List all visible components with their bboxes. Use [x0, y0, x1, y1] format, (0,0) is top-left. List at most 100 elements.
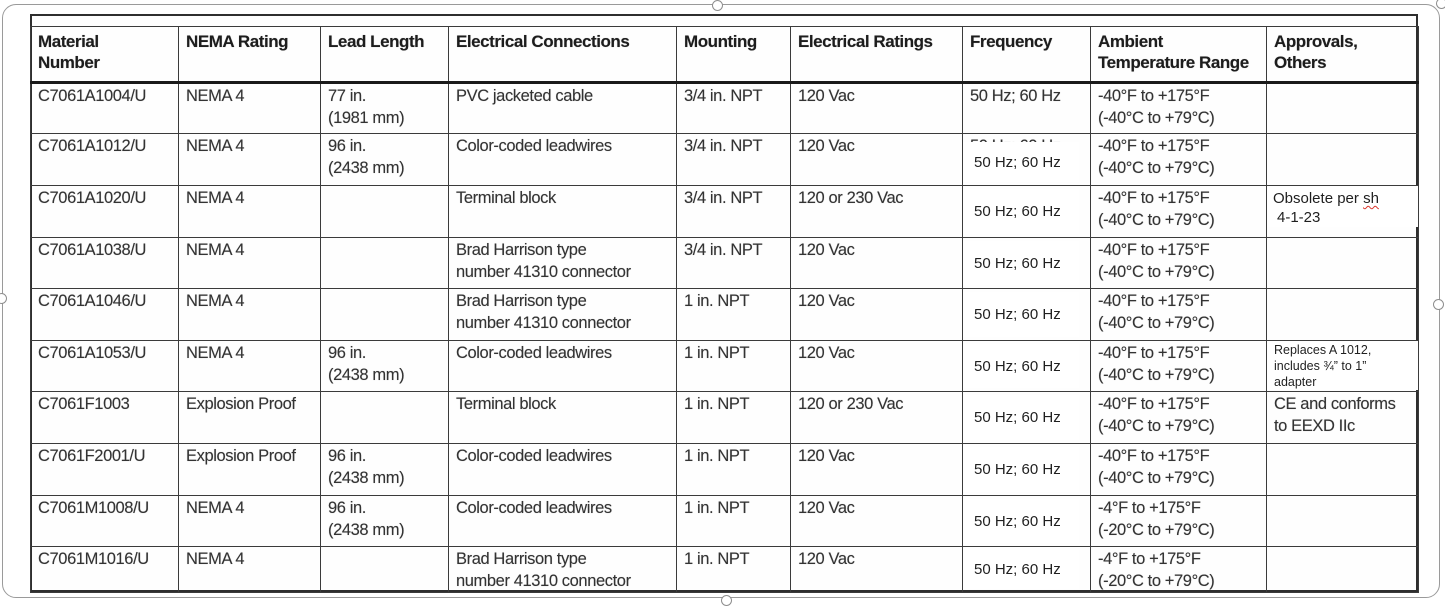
cell-frequency: 50 Hz; 60 Hz	[962, 185, 1091, 238]
cell-electrical-connections: Color-coded leadwires	[448, 133, 677, 186]
cell-ambient-temperature-range: -40°F to +175°F (-40°C to +79°C)	[1090, 82, 1267, 134]
cell-ambient-temperature-range: -4°F to +175°F (-20°C to +79°C)	[1090, 546, 1267, 593]
cell-mounting: 3/4 in. NPT	[676, 133, 791, 186]
cell-material-number: C7061A1038/U	[30, 237, 179, 289]
resize-handle-left-icon[interactable]	[0, 293, 7, 304]
cell-mounting: 1 in. NPT	[676, 340, 791, 392]
approvals-annotation[interactable]: Replaces A 1012, includes ¾” to 1” adapter	[1267, 341, 1418, 390]
annotation-line: includes ¾” to 1”	[1274, 358, 1418, 374]
cell-line: 96 in.	[328, 137, 366, 155]
cell-line: Color-coded leadwires	[456, 137, 612, 155]
cell-ambient-temperature-range: -40°F to +175°F (-40°C to +79°C)	[1090, 133, 1267, 186]
cell-line: Brad Harrison type	[456, 292, 587, 310]
annotation-text: 4-1-23	[1277, 209, 1321, 226]
col-header-label: Material	[38, 32, 99, 51]
resize-handle-top-right-icon[interactable]	[1436, 0, 1445, 9]
cell-electrical-connections: Terminal block	[448, 185, 677, 238]
cell-line: number 41310 connector	[456, 571, 631, 590]
cell-line: -4°F to +175°F	[1098, 499, 1201, 517]
frequency-patch-overlay[interactable]: 50 Hz; 60 Hz	[963, 241, 1079, 285]
cell-mounting: 1 in. NPT	[676, 391, 791, 444]
nema-rating: NEMA 4	[186, 189, 245, 207]
col-header: Ambient Temperature Range	[1090, 26, 1267, 84]
cell-electrical-connections: Brad Harrison type number 41310 connector	[448, 546, 677, 593]
col-header: NEMA Rating	[178, 26, 321, 84]
cell-line: -40°F to +175°F	[1098, 292, 1210, 310]
frequency-patch-overlay[interactable]: 50 Hz; 60 Hz	[963, 292, 1079, 337]
frequency-patch-overlay[interactable]: 50 Hz; 60 Hz	[963, 344, 1079, 388]
cell-electrical-connections: Color-coded leadwires	[448, 340, 677, 392]
cell-line: -40°F to +175°F	[1098, 395, 1210, 413]
cell-approvals-others: Obsolete per sh 4-1-23	[1266, 185, 1419, 238]
annotation-line: adapter	[1274, 374, 1418, 390]
mounting-value: 3/4 in. NPT	[684, 137, 763, 155]
cell-line: (-40°C to +79°C)	[1098, 313, 1215, 332]
table-row: C7061F2001/U Explosion Proof 96 in. (2438 m…	[30, 443, 1419, 496]
annotation-line: 4-1-23	[1273, 208, 1418, 227]
resize-handle-bottom-icon[interactable]	[721, 595, 732, 606]
frequency-patch-overlay[interactable]: 50 Hz; 60 Hz	[963, 142, 1079, 182]
col-header: Electrical Connections	[448, 26, 677, 84]
cell-line: Brad Harrison type	[456, 241, 587, 259]
cell-nema-rating: NEMA 4	[178, 288, 321, 341]
annotation-text: Obsolete per	[1273, 190, 1364, 207]
col-header: Frequency	[962, 26, 1091, 84]
cell-line: (2438 mm)	[328, 520, 405, 539]
cell-ambient-temperature-range: -40°F to +175°F (-40°C to +79°C)	[1090, 340, 1267, 392]
ratings-value: 120 Vac	[798, 137, 855, 155]
table-row: C7061M1016/U NEMA 4 Brad Harrison type numb…	[30, 546, 1419, 593]
cell-mounting: 1 in. NPT	[676, 288, 791, 341]
material-number: C7061A1012/U	[38, 137, 147, 155]
cell-approvals-others	[1266, 288, 1419, 341]
cell-nema-rating: Explosion Proof	[178, 443, 321, 496]
resize-handle-top-icon[interactable]	[712, 0, 723, 11]
cell-electrical-connections: Brad Harrison type number 41310 connector	[448, 237, 677, 289]
resize-handle-right-icon[interactable]	[1433, 299, 1444, 310]
spec-table: Material Number NEMA Rating Lead Length Elec…	[30, 26, 1419, 593]
cell-line: (2438 mm)	[328, 365, 405, 384]
frequency-patch-text: 50 Hz; 60 Hz	[974, 254, 1061, 272]
nema-rating: NEMA 4	[186, 550, 245, 568]
frequency-patch-overlay[interactable]: 50 Hz; 60 Hz	[963, 189, 1079, 234]
cell-ambient-temperature-range: -40°F to +175°F (-40°C to +79°C)	[1090, 237, 1267, 289]
frequency-patch-overlay[interactable]: 50 Hz; 60 Hz	[963, 499, 1079, 543]
mounting-value: 1 in. NPT	[684, 395, 750, 413]
cell-mounting: 1 in. NPT	[676, 546, 791, 593]
mounting-value: 3/4 in. NPT	[684, 189, 763, 207]
cell-mounting: 1 in. NPT	[676, 495, 791, 547]
nema-rating: Explosion Proof	[186, 395, 296, 413]
cell-line: (2438 mm)	[328, 468, 405, 487]
cell-nema-rating: NEMA 4	[178, 82, 321, 134]
cell-frequency: 50 Hz; 60 Hz	[962, 237, 1091, 289]
cell-line: (-40°C to +79°C)	[1098, 210, 1215, 229]
cell-line: (2438 mm)	[328, 158, 405, 177]
cell-lead-length	[320, 546, 449, 593]
frequency-patch-overlay[interactable]: 50 Hz; 60 Hz	[963, 550, 1079, 589]
mounting-value: 3/4 in. NPT	[684, 241, 763, 259]
cell-frequency: 50 Hz; 60 Hz50 Hz; 60 Hz	[962, 133, 1091, 186]
cell-electrical-ratings: 120 Vac	[790, 237, 963, 289]
ratings-value: 120 Vac	[798, 344, 855, 362]
cell-electrical-ratings: 120 Vac	[790, 82, 963, 134]
table-row: C7061A1020/U NEMA 4 Terminal block 3/4 in. …	[30, 185, 1419, 238]
material-number: C7061A1038/U	[38, 241, 147, 259]
ratings-value: 120 or 230 Vac	[798, 395, 904, 413]
cell-approvals-others: Replaces A 1012, includes ¾” to 1” adapter	[1266, 340, 1419, 392]
cell-frequency: 50 Hz; 60 Hz	[962, 546, 1091, 593]
table-row: C7061A1004/U NEMA 4 77 in. (1981 mm) PVC jac…	[30, 82, 1419, 134]
scanned-table-image[interactable]: Material Number NEMA Rating Lead Length Elec…	[30, 14, 1419, 593]
frequency-patch-text: 50 Hz; 60 Hz	[974, 409, 1061, 426]
frequency-patch-overlay[interactable]: 50 Hz; 60 Hz	[963, 395, 1079, 440]
col-header-label: NEMA Rating	[186, 32, 289, 51]
cell-lead-length: 77 in. (1981 mm)	[320, 82, 449, 134]
material-number: C7061F1003	[38, 395, 130, 413]
col-header-label: Ambient	[1098, 32, 1163, 51]
frequency-patch-overlay[interactable]: 50 Hz; 60 Hz	[963, 447, 1079, 492]
approvals-annotation[interactable]: Obsolete per sh 4-1-23	[1267, 186, 1418, 227]
cell-line: 96 in.	[328, 447, 366, 465]
cell-ambient-temperature-range: -40°F to +175°F (-40°C to +79°C)	[1090, 391, 1267, 444]
frequency-patch-text: 50 Hz; 60 Hz	[974, 357, 1061, 375]
cell-line: Brad Harrison type	[456, 550, 587, 568]
nema-rating: NEMA 4	[186, 344, 245, 362]
mounting-value: 1 in. NPT	[684, 292, 750, 310]
